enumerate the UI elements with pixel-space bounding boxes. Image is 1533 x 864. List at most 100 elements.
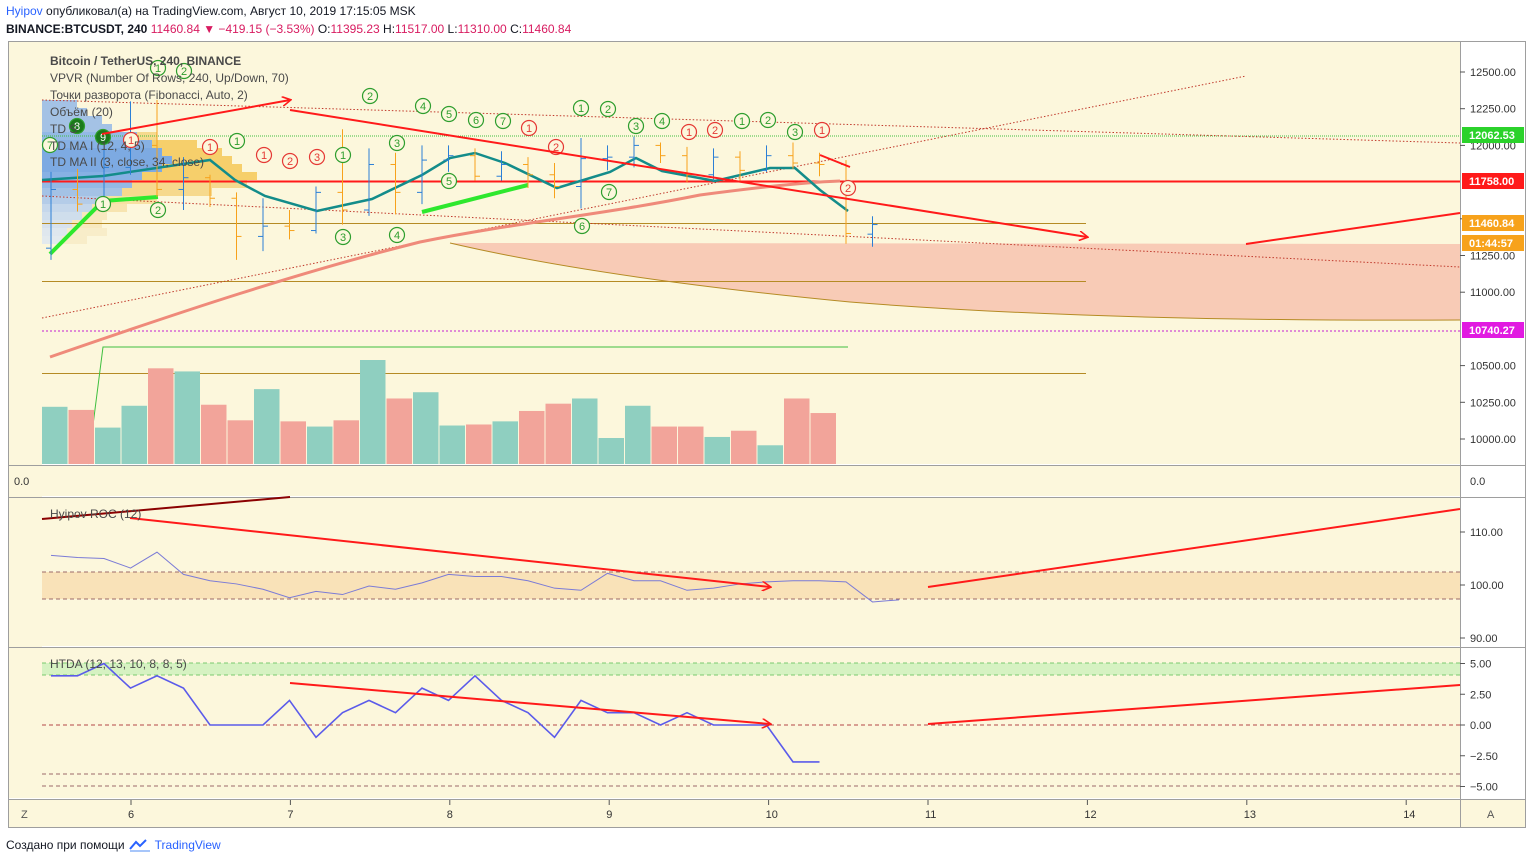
volume-bar <box>68 409 94 464</box>
time-tick-label: 8 <box>447 809 453 821</box>
td-marker <box>839 179 857 197</box>
ma-green-2 <box>421 183 529 214</box>
symbol-label: BINANCE:BTCUSDT, 240 <box>6 22 148 36</box>
td-marker <box>122 131 140 149</box>
td-marker <box>175 62 193 80</box>
td-marker <box>680 123 698 141</box>
trend-lines <box>41 75 1461 319</box>
price-badges: 12062.53 11758.00 11460.84 01:44:57 1074… <box>1462 127 1524 338</box>
author-link[interactable]: Hyipov <box>6 4 43 18</box>
volume-bar <box>413 392 439 464</box>
td-marker-number: 2 <box>287 156 293 168</box>
td-marker <box>334 146 352 164</box>
htda-tick-label: 0.00 <box>1470 720 1491 732</box>
td-marker-number: 1 <box>526 123 532 135</box>
volume-bar <box>254 389 280 464</box>
volume-bar <box>201 404 227 464</box>
td-marker-number: 1 <box>155 63 161 75</box>
price-tick-label: 12000.00 <box>1470 140 1516 152</box>
time-tick-label: 12 <box>1084 809 1096 821</box>
separator-pane <box>42 466 1460 496</box>
volume-bar <box>545 403 571 464</box>
roc-tick-label: 90.00 <box>1470 633 1498 645</box>
volume-bar <box>784 398 810 464</box>
td-marker <box>440 105 458 123</box>
htda-tick-label: 2.50 <box>1470 689 1491 701</box>
volume-bar <box>360 360 386 464</box>
price-tick-label: 11250.00 <box>1470 251 1515 263</box>
legend-volume: Объём (20) <box>50 105 113 119</box>
footer-brand[interactable]: TradingView <box>154 838 221 852</box>
footer: Создано при помощи TradingView <box>6 838 221 852</box>
td-marker <box>627 117 645 135</box>
td-marker-number: 6 <box>473 115 479 127</box>
legend: Bitcoin / TetherUS, 240, BINANCE VPVR (N… <box>50 54 289 671</box>
high-value: 11517.00 <box>395 22 445 36</box>
badge-10740: 10740.27 <box>1469 325 1515 337</box>
left-strip <box>8 42 42 798</box>
volume-bar <box>678 426 704 464</box>
volume-bar <box>121 405 147 464</box>
td-marker-number: 4 <box>420 101 426 113</box>
td-marker <box>388 134 406 152</box>
badge-last: 11460.84 <box>1469 218 1515 230</box>
td-marker <box>547 138 565 156</box>
volume-bar <box>95 427 121 464</box>
zoom-button[interactable]: Z <box>21 809 28 821</box>
auto-scale-button[interactable]: A <box>1487 809 1495 821</box>
time-tick-label: 9 <box>606 809 612 821</box>
td-marker <box>706 121 724 139</box>
td-marker <box>520 119 538 137</box>
price-tick-label: 10250.00 <box>1470 397 1516 409</box>
td-marker <box>653 112 671 130</box>
td-marker-number: 3 <box>314 152 320 164</box>
volume-bar <box>174 371 200 464</box>
price-tick-label: 10000.00 <box>1470 434 1516 446</box>
td-marker <box>68 117 86 135</box>
time-tick-label: 14 <box>1403 809 1415 821</box>
td-marker-number: 6 <box>579 221 585 233</box>
volume-bar <box>439 425 465 464</box>
td-marker <box>759 111 777 129</box>
td-marker-number: 2 <box>181 66 187 78</box>
price-tick-label: 11000.00 <box>1470 287 1515 299</box>
td-marker <box>281 152 299 170</box>
volume-bar <box>280 421 306 464</box>
low-label: L: <box>447 22 458 36</box>
volume-bar <box>625 405 651 464</box>
td-marker-number: 2 <box>367 91 373 103</box>
td-marker <box>255 146 273 164</box>
volume-bar <box>386 398 412 464</box>
td-marker-number: 3 <box>394 138 400 150</box>
roc-legend: Hyipov ROC (12) <box>50 507 141 521</box>
price-tick-label: 10500.00 <box>1470 361 1516 373</box>
td-marker-number: 2 <box>553 142 559 154</box>
ma-salmon <box>49 179 841 359</box>
td-marker-number: 1 <box>207 142 213 154</box>
td-marker-number: 9 <box>100 132 106 144</box>
volume-bar <box>810 413 836 464</box>
td-marker <box>334 228 352 246</box>
badge-11758: 11758.00 <box>1469 176 1514 188</box>
td-marker <box>149 59 167 77</box>
volume-bars <box>42 360 836 464</box>
td-marker <box>572 99 590 117</box>
legend-td-setup: TD S <box>50 122 77 136</box>
volume-bar <box>307 426 333 464</box>
volume-bar <box>519 410 545 464</box>
open-value: 11395.23 <box>330 22 380 36</box>
td-marker <box>308 148 326 166</box>
td-marker-number: 1 <box>234 136 240 148</box>
price-tick-label: 12250.00 <box>1470 104 1516 116</box>
td-marker-number: 7 <box>606 187 612 199</box>
red-arrows-main <box>101 100 1461 245</box>
time-axis-labels[interactable]: 6 7 8 9 10 11 12 13 14 <box>128 800 1415 821</box>
td-marker <box>41 136 59 154</box>
time-tick-label: 13 <box>1244 809 1256 821</box>
volume-bar <box>757 445 783 464</box>
td-sequence-markers: 7 8 9 1 1 2 1 1 1 2 3 1 2 3 4 5 6 7 1 2 1 2 3 4 1 2 1 2 3 1 1 2 3 4 5 6 7 2 <box>41 59 857 246</box>
htda-arrows <box>289 682 1461 724</box>
time-axis[interactable] <box>8 800 1526 828</box>
volume-bar <box>148 368 174 464</box>
